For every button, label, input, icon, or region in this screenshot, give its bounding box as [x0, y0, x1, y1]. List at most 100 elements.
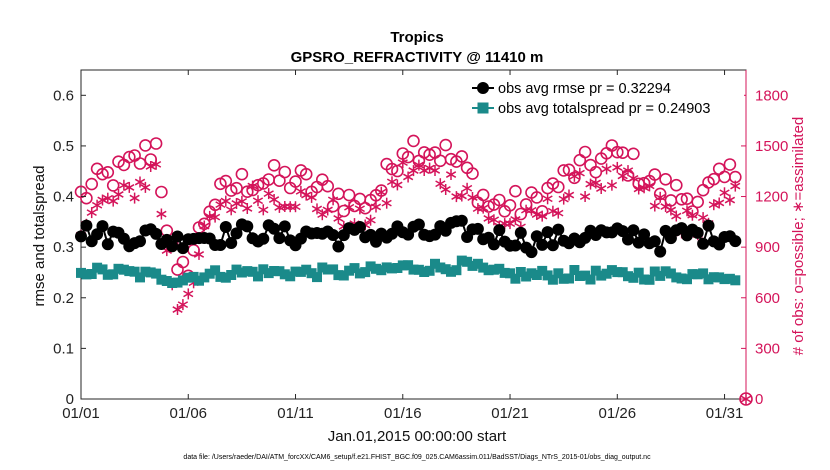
- assimilated-obs-point: [510, 213, 521, 225]
- assimilated-obs-point: [687, 209, 698, 221]
- x-tick-label: 01/31: [706, 405, 744, 422]
- totalspread-point: [194, 275, 204, 286]
- possible-obs-point: [723, 158, 737, 171]
- assimilated-obs-point: [333, 212, 344, 224]
- totalspread-point: [639, 274, 650, 285]
- assimilated-obs-point: [306, 191, 317, 203]
- totalspread-point: [467, 260, 478, 271]
- possible-obs-point: [669, 178, 683, 192]
- rmse-point: [471, 222, 484, 235]
- assimilated-obs-point: [397, 157, 408, 169]
- asterisk-stroke: [242, 205, 253, 212]
- asterisk-stroke: [435, 180, 446, 188]
- totalspread-point: [574, 271, 585, 281]
- totalspread-point: [253, 271, 263, 282]
- totalspread-point: [628, 272, 639, 283]
- asterisk-stroke: [601, 165, 612, 173]
- totalspread-point: [505, 268, 515, 279]
- assimilated-obs-point: [220, 195, 231, 207]
- asterisk-stroke: [622, 167, 634, 175]
- rmse-point: [96, 220, 109, 233]
- rmse-point: [697, 237, 710, 250]
- assimilated-obs-point: [113, 188, 124, 200]
- legend-box: [468, 76, 744, 116]
- asterisk-stroke: [563, 191, 575, 199]
- assimilated-obs-point: [697, 212, 709, 224]
- possible-obs-point: [241, 185, 254, 198]
- possible-obs-point: [648, 168, 662, 181]
- totalspread-point: [649, 266, 660, 277]
- assimilated-obs-point: [258, 204, 269, 216]
- asterisk-stroke: [531, 211, 542, 218]
- asterisk-stroke: [231, 200, 242, 207]
- y-tick-label-right: 1500: [755, 138, 788, 155]
- possible-obs-point: [133, 157, 147, 170]
- totalspread-point: [333, 270, 344, 281]
- asterisk-stroke: [714, 199, 725, 207]
- asterisk-stroke: [252, 197, 264, 205]
- rmse-point: [257, 232, 270, 245]
- possible-obs-point: [85, 177, 98, 191]
- rmse-point: [509, 239, 522, 252]
- assimilated-obs-point: [649, 200, 660, 212]
- rmse-point: [638, 228, 651, 241]
- totalspread-point: [279, 269, 290, 280]
- assimilated-obs-point: [193, 248, 205, 260]
- y-tick-label-right: 900: [755, 239, 780, 256]
- assimilated-obs-point: [376, 186, 387, 198]
- y-tick-label: 0.3: [53, 239, 74, 256]
- asterisk-stroke: [606, 181, 618, 189]
- totalspread-point: [317, 262, 328, 273]
- rmse-point: [546, 239, 559, 252]
- possible-obs-point: [101, 166, 115, 179]
- possible-obs-point: [155, 185, 168, 199]
- asterisk-stroke: [263, 190, 274, 198]
- asterisk-stroke: [451, 193, 462, 200]
- possible-obs-point: [332, 187, 345, 201]
- rmse-point: [219, 221, 232, 233]
- assimilated-obs-point: [537, 210, 548, 222]
- x-tick-label: 01/06: [169, 405, 207, 422]
- asterisk-stroke: [579, 193, 591, 200]
- totalspread-point: [440, 264, 451, 275]
- totalspread-point: [665, 268, 676, 279]
- asterisk-stroke: [397, 159, 408, 167]
- rmse-point: [150, 227, 163, 240]
- possible-obs-point: [267, 159, 281, 172]
- rmse-point: [332, 240, 345, 253]
- totalspread-point: [521, 271, 532, 282]
- totalspread-point: [365, 261, 376, 272]
- totalspread-point: [612, 267, 623, 278]
- assimilated-obs-point: [134, 176, 146, 188]
- assimilated-obs-point: [547, 205, 559, 217]
- assimilated-obs-point: [317, 209, 328, 221]
- totalspread-point: [124, 266, 135, 277]
- asterisk-stroke: [585, 180, 596, 188]
- assimilated-obs-point: [579, 191, 591, 202]
- asterisk-stroke: [633, 185, 644, 193]
- y-tick-label: 0.2: [53, 290, 74, 307]
- assimilated-obs-point: [521, 204, 532, 216]
- totalspread-point: [655, 270, 666, 281]
- possible-obs-point: [573, 153, 587, 167]
- possible-obs-point: [718, 170, 731, 184]
- asterisk-stroke: [467, 194, 478, 201]
- possible-obs-point: [664, 194, 678, 207]
- assimilated-obs-point: [531, 209, 542, 220]
- totalspread-point: [585, 274, 596, 285]
- rmse-point: [176, 242, 189, 255]
- y-axis-label: rmse and totalspread: [31, 166, 48, 307]
- asterisk-stroke: [226, 206, 237, 214]
- assimilated-obs-point: [344, 201, 355, 213]
- asterisk-stroke: [671, 212, 682, 220]
- totalspread-point: [435, 262, 446, 273]
- assimilated-obs-point: [558, 193, 569, 205]
- rmse-point: [552, 223, 565, 236]
- assimilated-obs-point: [231, 198, 242, 209]
- asterisk-stroke: [247, 182, 258, 190]
- totalspread-point: [451, 265, 462, 276]
- asterisk-stroke: [311, 205, 323, 213]
- asterisk-stroke: [306, 193, 317, 201]
- rmse-point: [648, 235, 661, 248]
- assimilated-obs-point: [660, 201, 671, 212]
